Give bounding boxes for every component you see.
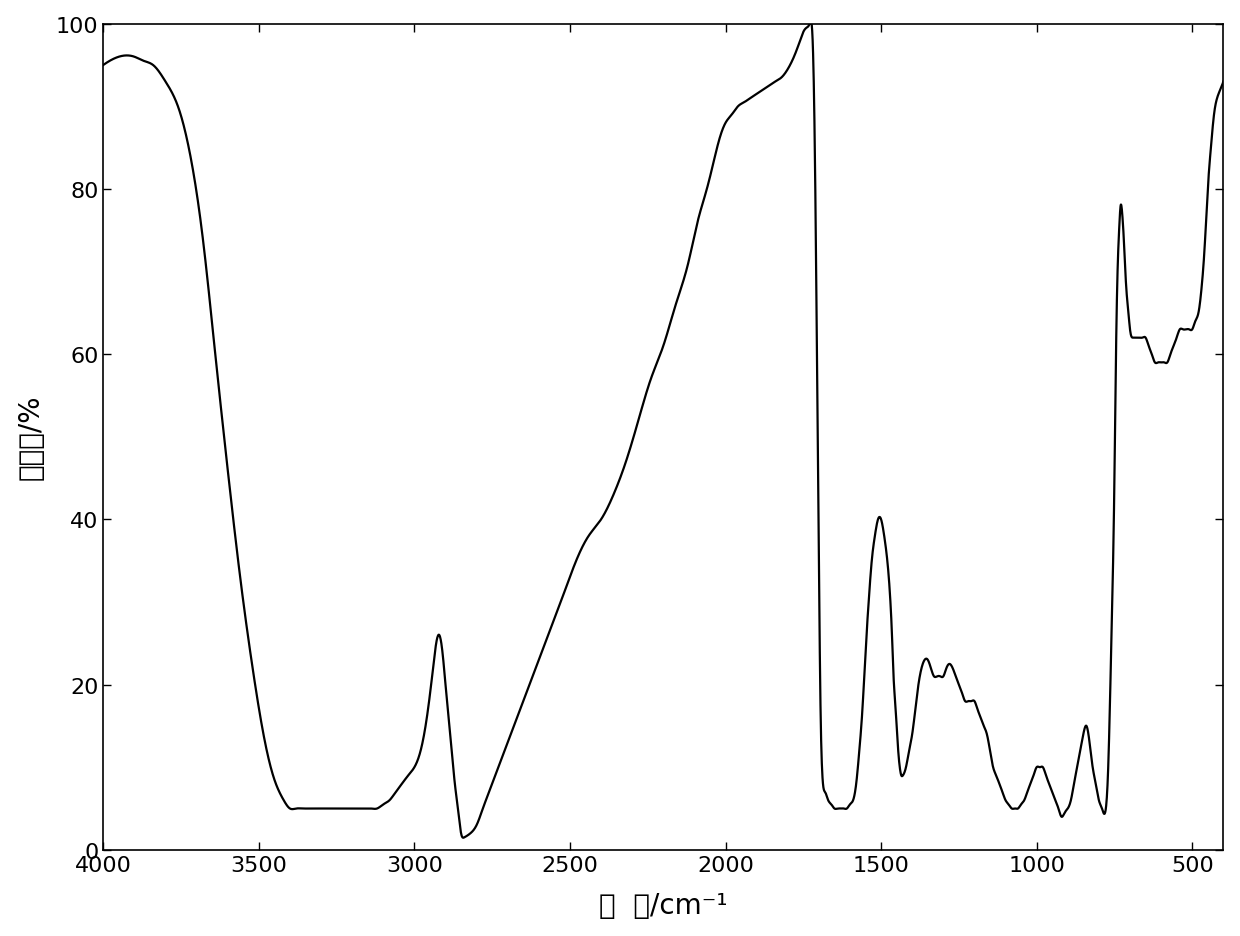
Y-axis label: 透过率/%: 透过率/% [16, 395, 45, 480]
X-axis label: 波  数/cm⁻¹: 波 数/cm⁻¹ [599, 891, 728, 919]
